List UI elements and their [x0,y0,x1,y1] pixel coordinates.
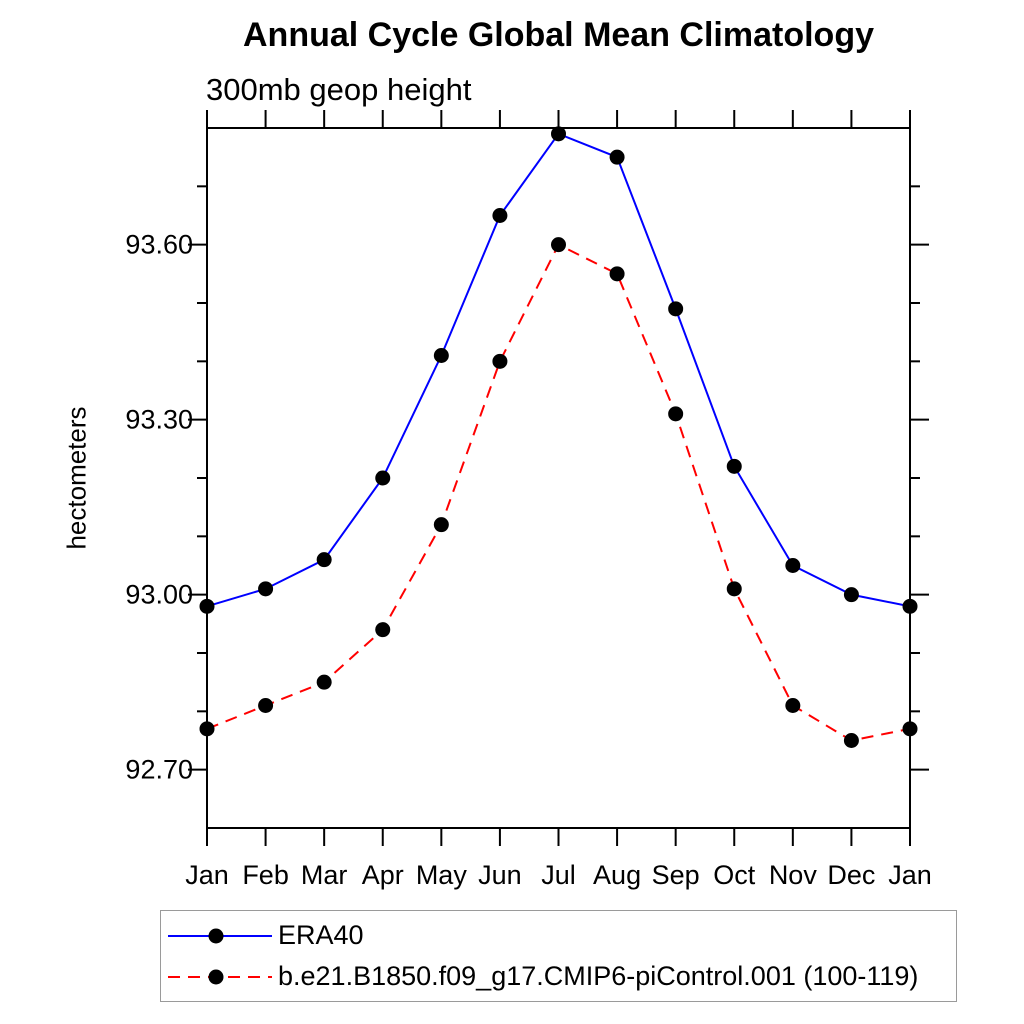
data-point [902,721,918,737]
x-tick-label: Oct [713,860,756,890]
data-point [609,266,625,282]
x-tick-label: Apr [362,860,404,890]
data-point [785,558,801,573]
data-point [375,622,391,638]
x-tick-label: Aug [593,860,641,890]
x-tick-label: Sep [652,860,700,890]
x-tick-label: Feb [242,860,289,890]
y-tick-label: 92.70 [125,755,193,785]
y-tick-label: 93.30 [125,405,193,435]
x-tick-label: Jul [541,860,576,890]
legend-label: b.e21.B1850.f09_g17.CMIP6-piControl.001 … [278,961,919,991]
data-point [492,353,508,369]
legend-item-0: ERA40 [161,915,956,956]
legend-label: ERA40 [278,920,364,950]
x-tick-label: Mar [301,860,348,890]
data-point [843,733,859,748]
data-point [668,406,684,422]
x-tick-label: Jan [888,860,932,890]
data-point [492,208,508,223]
x-tick-label: Nov [769,860,818,890]
data-point [551,126,566,142]
series-line-1 [206,243,911,742]
chart-subtitle: 300mb geop height [206,72,472,107]
data-point [668,301,684,317]
data-point [375,470,391,486]
legend-swatch [168,969,272,984]
data-point [258,698,274,713]
data-point [726,458,742,474]
data-point [316,674,332,690]
data-point [726,581,742,597]
plot-frame [206,127,911,829]
y-tick-label: 93.00 [125,580,193,610]
data-point [433,517,449,533]
legend-item-1: b.e21.B1850.f09_g17.CMIP6-piControl.001 … [161,956,956,997]
data-point [316,552,332,568]
data-point [609,149,625,165]
legend-marker [208,928,224,943]
data-point [551,237,566,253]
data-point [785,698,801,713]
data-point [199,721,215,737]
x-tick-label: Jan [185,860,229,890]
x-tick-label: May [416,860,468,890]
x-tick-label: Jun [478,860,522,890]
data-point [843,587,859,603]
data-point [433,348,449,363]
legend-swatch [168,928,272,943]
chart-title: Annual Cycle Global Mean Climatology [243,16,874,54]
y-tick-label: 93.60 [125,230,193,260]
legend-marker [208,969,224,984]
data-point [258,581,274,597]
x-tick-label: Dec [827,860,875,890]
series-line-0 [206,132,911,608]
data-point [199,598,215,614]
data-point [902,598,918,614]
legend: ERA40 b.e21.B1850.f09_g17.CMIP6-piControl… [160,910,957,1002]
